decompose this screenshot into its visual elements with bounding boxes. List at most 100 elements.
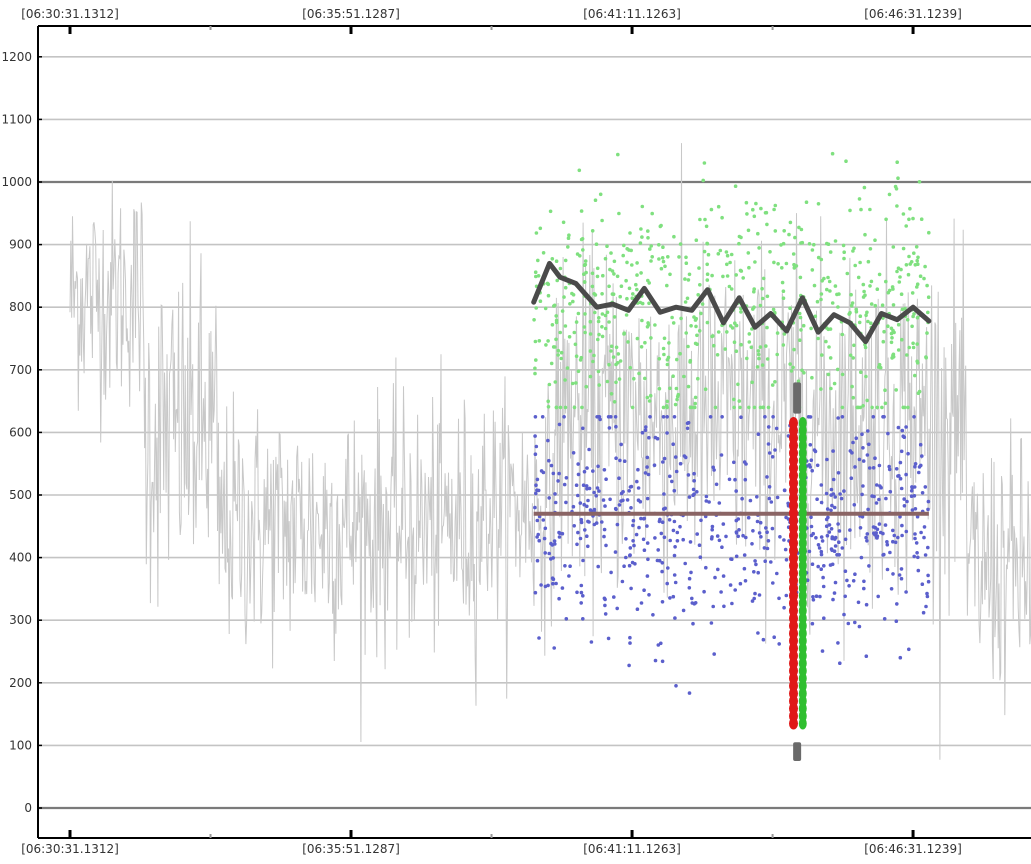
green-point (781, 343, 786, 347)
green-point (684, 331, 688, 335)
blue-point (925, 594, 930, 599)
blue-point (546, 583, 550, 588)
blue-point (822, 616, 826, 620)
green-point (603, 313, 608, 318)
green-point (797, 311, 802, 316)
green-point (550, 323, 555, 327)
blue-point (732, 460, 736, 465)
green-point (752, 305, 756, 310)
green-point (574, 320, 579, 324)
green-point (915, 285, 919, 289)
blue-point (592, 507, 597, 512)
green-point (672, 234, 676, 239)
blue-point (672, 488, 677, 493)
green-point (605, 310, 610, 315)
green-point (534, 231, 539, 235)
green-point (573, 342, 578, 347)
green-point (668, 386, 672, 391)
green-point (576, 369, 581, 374)
blue-point (604, 543, 608, 548)
blue-point (594, 494, 598, 498)
blue-point (552, 646, 556, 650)
green-point (614, 362, 618, 367)
green-point (605, 244, 609, 248)
blue-point (848, 449, 853, 453)
blue-point (607, 426, 612, 430)
green-point (556, 348, 561, 353)
blue-point (913, 464, 917, 469)
blue-point (534, 444, 539, 449)
green-point (911, 216, 915, 221)
blue-point (579, 590, 584, 595)
y-tick-label: 1000 (1, 175, 32, 189)
green-point (914, 245, 919, 249)
blue-point (924, 604, 928, 609)
blue-point (539, 469, 544, 473)
blue-point (537, 636, 541, 640)
green-point (725, 330, 729, 334)
blue-point (746, 515, 751, 520)
y-tick-label: 900 (9, 238, 32, 252)
x-axis-labels-bottom: [06:30:31.1312] [06:35:51.1287] [06:41:11.… (21, 842, 962, 856)
green-point (825, 287, 829, 292)
green-point (597, 383, 601, 387)
blue-point (742, 553, 747, 557)
blue-point (686, 420, 691, 425)
blue-point (737, 528, 741, 532)
green-point (911, 314, 915, 319)
green-point (558, 405, 563, 410)
blue-point (923, 553, 928, 557)
blue-point (613, 415, 618, 419)
green-point (732, 405, 736, 410)
green-point (558, 266, 563, 271)
blue-point (651, 613, 655, 617)
blue-point (761, 637, 766, 642)
green-point (721, 274, 725, 279)
blue-point (888, 550, 892, 555)
blue-point (661, 460, 665, 464)
green-point (764, 344, 768, 348)
blue-point (843, 537, 848, 542)
blue-point (813, 449, 818, 454)
blue-point (814, 536, 818, 540)
blue-point (815, 497, 819, 502)
blue-point (688, 540, 693, 544)
green-point (759, 206, 763, 211)
green-point (915, 361, 920, 365)
green-point (649, 336, 653, 340)
blue-point (646, 557, 650, 562)
blue-point (628, 635, 632, 640)
green-point (794, 264, 799, 268)
blue-point (612, 595, 616, 599)
blue-point (596, 464, 600, 469)
blue-point (722, 604, 726, 609)
blue-point (690, 596, 694, 601)
green-point (684, 261, 689, 266)
blue-point (547, 458, 551, 463)
blue-point (895, 602, 899, 606)
blue-point (719, 453, 724, 457)
blue-point (778, 535, 782, 539)
green-point (770, 383, 775, 387)
blue-point (576, 472, 581, 477)
blue-point (655, 558, 660, 563)
green-point (788, 306, 792, 311)
green-point (554, 314, 558, 318)
blue-point (614, 424, 618, 429)
blue-point (848, 528, 852, 532)
blue-point (825, 533, 830, 538)
blue-point (551, 577, 556, 581)
blue-point (540, 415, 545, 419)
green-point (618, 359, 623, 363)
green-point (745, 356, 749, 361)
green-point (734, 273, 738, 277)
blue-point (864, 654, 869, 658)
blue-point (719, 590, 723, 594)
blue-point (613, 506, 618, 511)
blue-point (734, 554, 739, 559)
green-point (583, 259, 588, 263)
green-point (533, 366, 537, 371)
blue-point (743, 579, 748, 583)
blue-point (583, 528, 587, 532)
green-point (804, 200, 809, 204)
